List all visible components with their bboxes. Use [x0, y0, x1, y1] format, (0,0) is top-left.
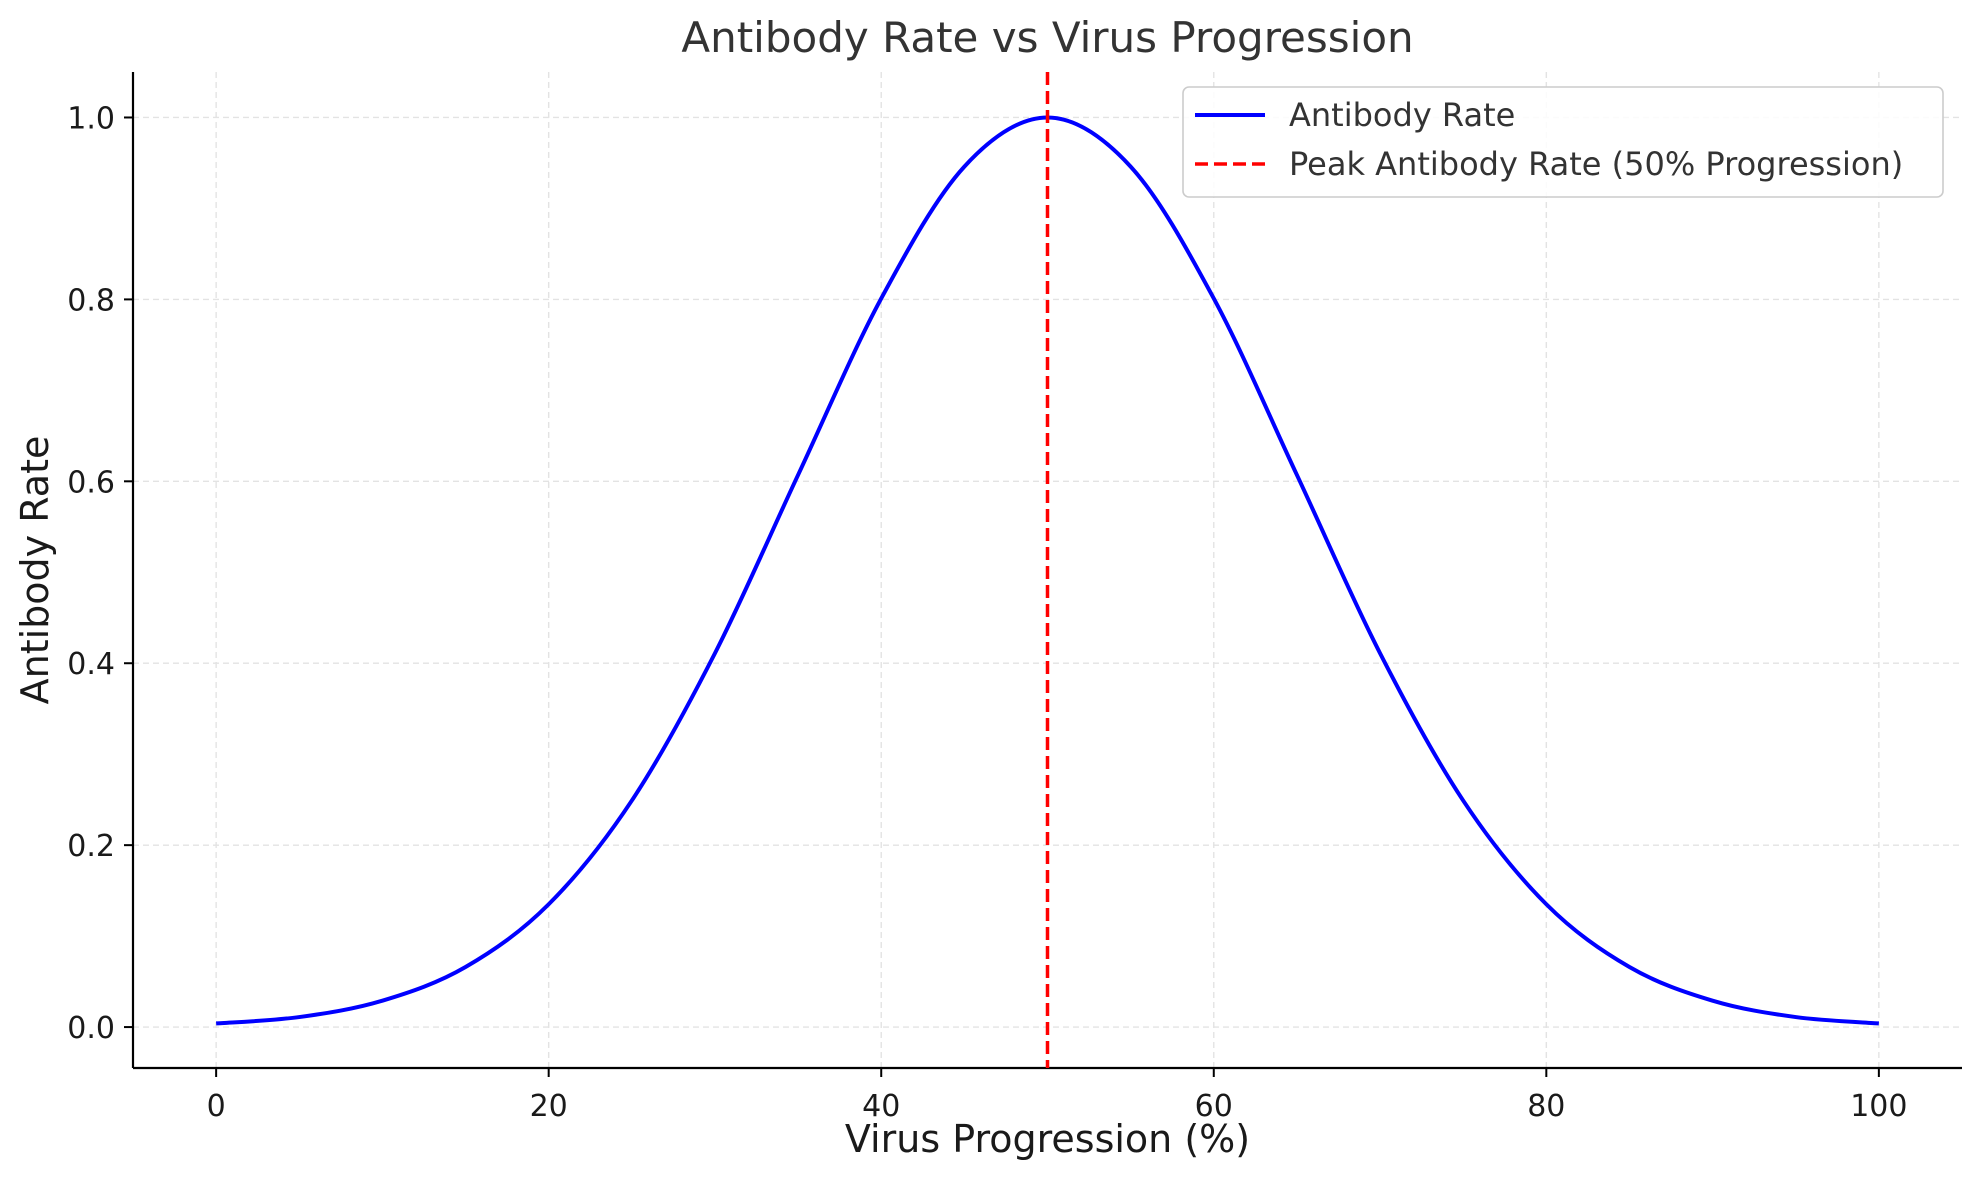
ticks: 0 20 40 60 80 100 0.0 0.2 0.4 0.6 0.8 1.0	[67, 101, 1907, 1124]
x-tick-label: 80	[1527, 1089, 1565, 1124]
y-tick-label: 1.0	[67, 101, 115, 136]
x-tick-label: 20	[530, 1089, 568, 1124]
series-layer	[215, 72, 1880, 1068]
legend-box	[1182, 86, 1944, 198]
x-tick-label: 60	[1195, 1089, 1233, 1124]
legend: Antibody Rate Peak Antibody Rate (50% Pro…	[1182, 86, 1944, 198]
x-axis-title: Virus Progression (%)	[845, 1117, 1250, 1161]
y-tick-label: 0.6	[67, 465, 115, 500]
chart-title: Antibody Rate vs Virus Progression	[681, 13, 1413, 62]
y-tick-label: 0.8	[67, 283, 115, 318]
y-tick-label: 0.4	[67, 647, 115, 682]
x-tick-label: 40	[862, 1089, 900, 1124]
x-tick-label: 100	[1850, 1089, 1907, 1124]
y-tick-label: 0.0	[67, 1011, 115, 1046]
y-tick-label: 0.2	[67, 829, 115, 864]
x-tick-label: 0	[207, 1089, 226, 1124]
legend-label: Peak Antibody Rate (50% Progression)	[1289, 145, 1903, 183]
legend-label: Antibody Rate	[1289, 96, 1515, 134]
y-axis-title: Antibody Rate	[13, 436, 57, 705]
